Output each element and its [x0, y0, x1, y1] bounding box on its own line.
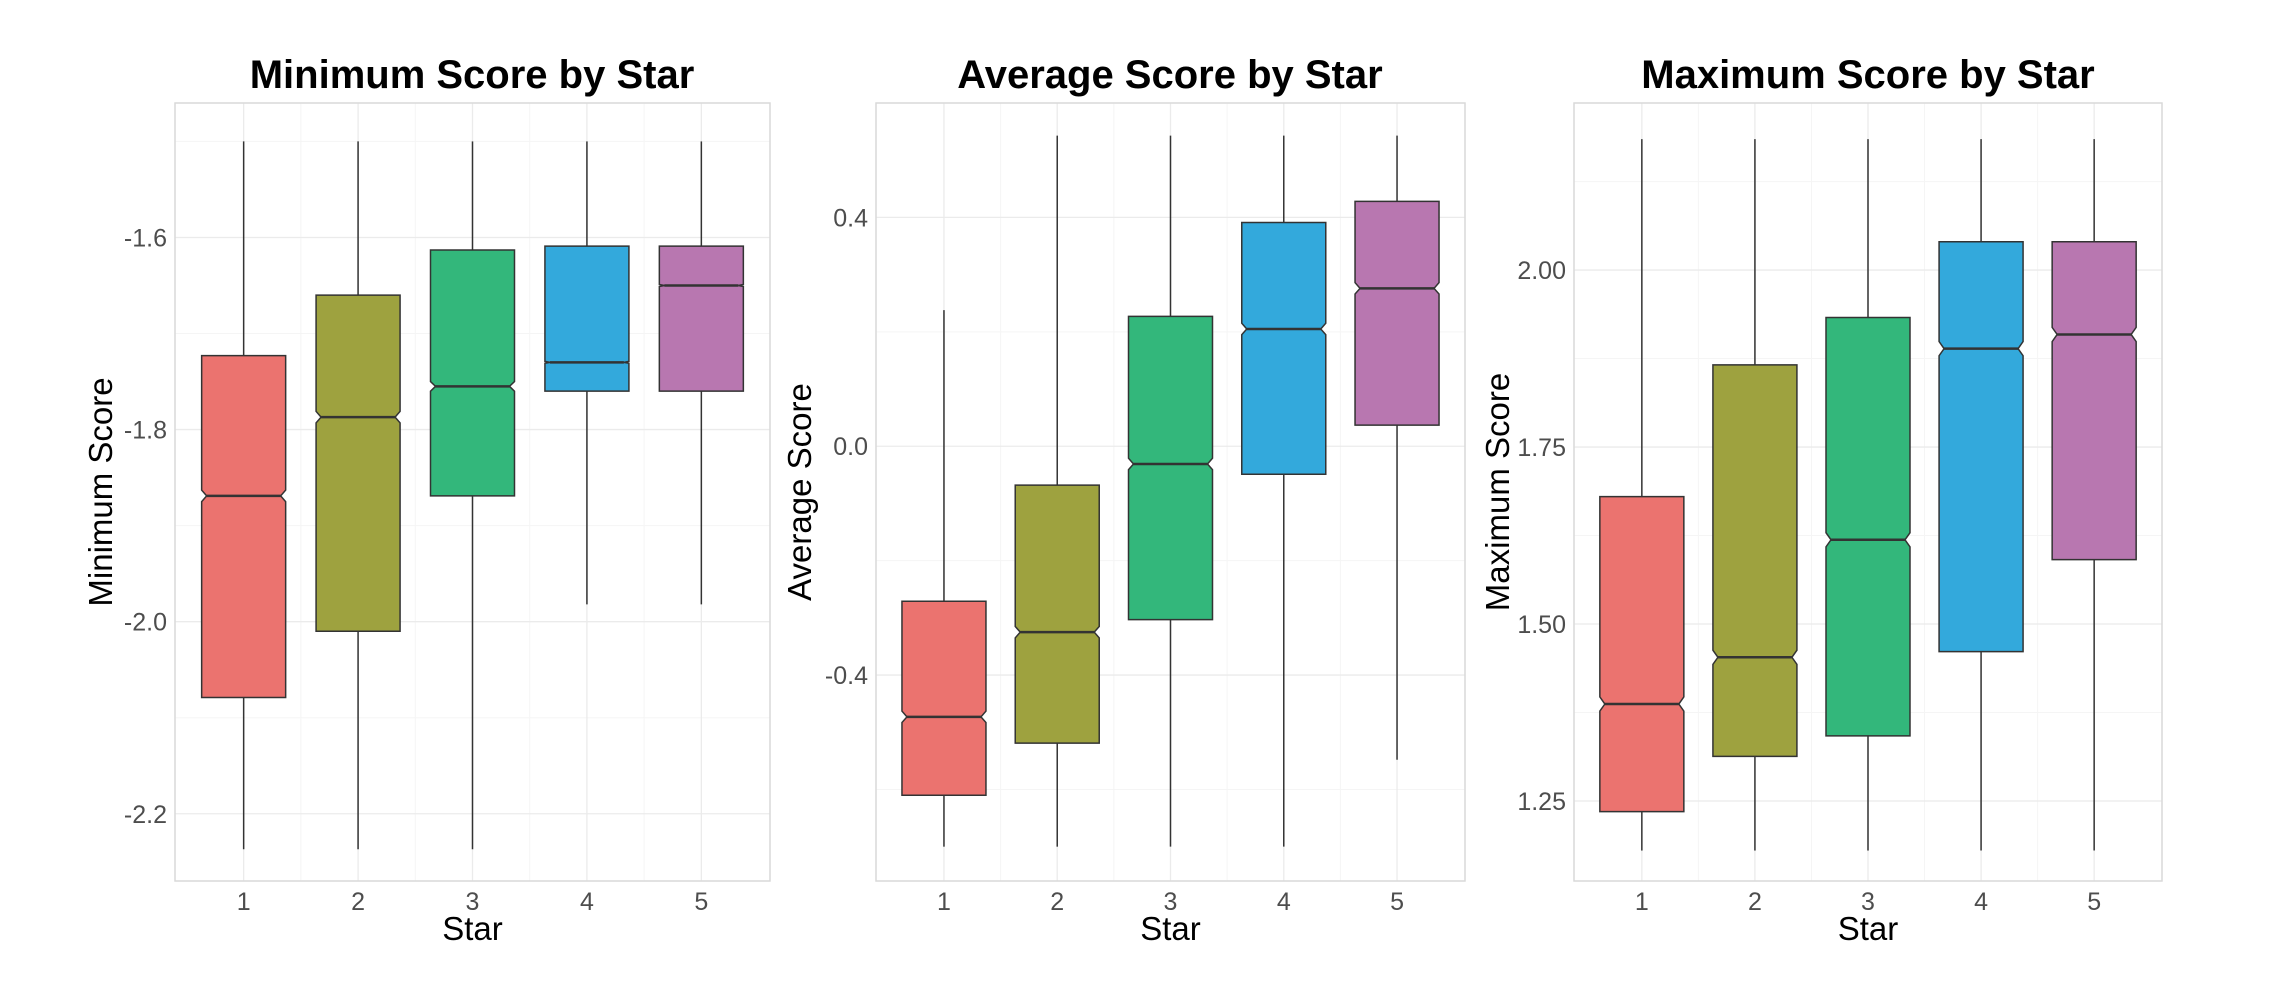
- box-body: [1712, 364, 1798, 758]
- x-tick-label: 2: [1748, 888, 1762, 916]
- box-star-5: [2051, 139, 2137, 851]
- box-body: [2051, 241, 2137, 561]
- y-tick-label: 0.4: [833, 204, 868, 232]
- x-axis-title: Star: [1140, 910, 1201, 947]
- x-tick-label: 1: [237, 888, 251, 916]
- y-tick-label: -2.2: [124, 801, 167, 829]
- x-tick-label: 1: [937, 888, 951, 916]
- y-tick-label: 2.00: [1517, 257, 1566, 285]
- box-body: [429, 249, 516, 497]
- y-axis-title: Maximum Score: [1479, 373, 1516, 611]
- box-body: [544, 245, 630, 392]
- x-tick-label: 4: [580, 888, 594, 916]
- box-body: [1938, 241, 2024, 653]
- y-tick-label: 1.25: [1517, 788, 1566, 816]
- chart-title: Average Score by Star: [957, 53, 1382, 97]
- box-star-2: [1014, 135, 1100, 847]
- box-star-3: [1127, 135, 1214, 847]
- box-star-1: [1599, 139, 1685, 851]
- panel-3: Maximum Score by Star 1.25 1.50 1.75 2.00 1 2 3…: [1479, 53, 2163, 947]
- box-body: [1014, 484, 1100, 744]
- box-body: [1599, 495, 1685, 813]
- chart-title: Minimum Score by Star: [250, 53, 695, 97]
- x-tick-label: 3: [1164, 888, 1178, 916]
- panel-1: Minimum Score by Star -2.2 -2.0 -1.8 -1.6 1 2 3…: [82, 53, 771, 947]
- chart-title: Maximum Score by Star: [1641, 53, 2095, 97]
- panel-border: [875, 102, 1466, 882]
- box-body: [1825, 316, 1911, 737]
- panel-2: Average Score by Star -0.4 0.0 0.4 1 2 3 4 5 Star…: [781, 53, 1466, 947]
- y-tick-label: 1.50: [1517, 611, 1566, 639]
- y-tick-label: -2.0: [124, 609, 167, 637]
- box-body: [1241, 221, 1327, 476]
- y-axis-title: Minimum Score: [82, 377, 119, 606]
- x-tick-label: 3: [466, 888, 480, 916]
- box-star-2: [1712, 139, 1798, 851]
- box-star-5: [1354, 135, 1440, 760]
- box-body: [200, 354, 287, 699]
- box-body: [1127, 315, 1214, 621]
- x-tick-label: 5: [2087, 888, 2101, 916]
- panel-border: [1573, 102, 2163, 882]
- x-tick-label: 4: [1974, 888, 1988, 916]
- box-star-1: [901, 310, 987, 847]
- box-star-3: [429, 141, 516, 850]
- box-body: [315, 294, 401, 633]
- box-star-5: [658, 141, 745, 605]
- box-star-3: [1825, 139, 1911, 851]
- x-tick-label: 2: [351, 888, 365, 916]
- y-tick-label: 0.0: [833, 433, 868, 461]
- y-tick-label: -1.8: [124, 417, 167, 445]
- x-tick-label: 1: [1635, 888, 1649, 916]
- panel-border: [174, 102, 771, 882]
- box-body: [901, 600, 987, 796]
- box-star-4: [1938, 139, 2024, 851]
- x-axis-title: Star: [442, 910, 503, 947]
- y-axis-title: Average Score: [781, 383, 818, 601]
- x-tick-label: 4: [1277, 888, 1291, 916]
- y-tick-label: -1.6: [124, 224, 167, 252]
- box-body: [658, 245, 745, 392]
- y-tick-label: 1.75: [1517, 434, 1566, 462]
- box-star-4: [1241, 135, 1327, 847]
- box-star-1: [200, 141, 287, 850]
- box-star-4: [544, 141, 630, 605]
- x-tick-label: 2: [1050, 888, 1064, 916]
- x-tick-label: 5: [1390, 888, 1404, 916]
- box-star-2: [315, 141, 401, 850]
- y-tick-label: -0.4: [825, 662, 868, 690]
- x-tick-label: 3: [1861, 888, 1875, 916]
- x-axis-title: Star: [1838, 910, 1899, 947]
- box-body: [1354, 200, 1440, 426]
- x-tick-label: 5: [694, 888, 708, 916]
